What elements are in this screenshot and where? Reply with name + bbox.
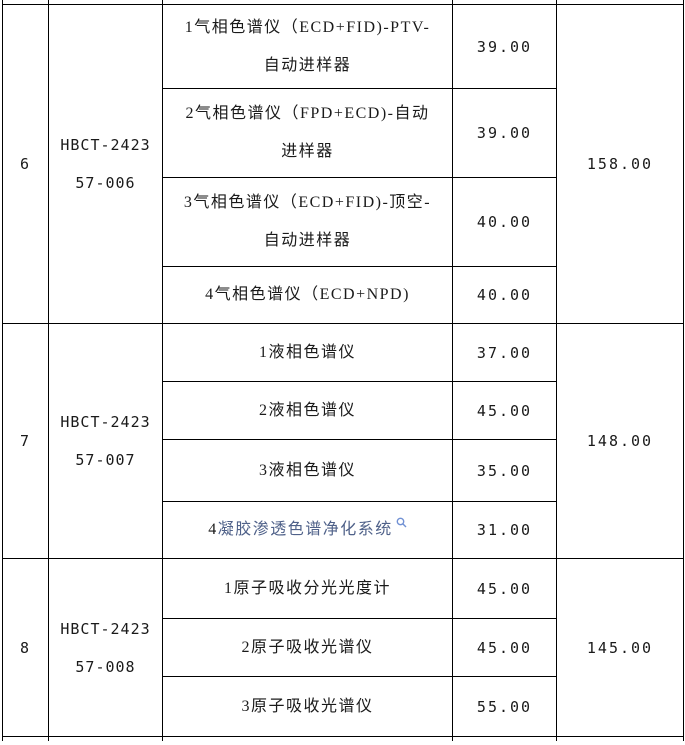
item-value-cell: 45.00: [452, 381, 557, 440]
item-name-cell: 2气相色谱仪（FPD+ECD)-自动进样器: [162, 88, 453, 178]
project-code-line2: 57-007: [75, 451, 136, 469]
row-total-cell: 145.00: [556, 558, 684, 737]
item-value-cell: 45.00: [452, 558, 557, 619]
item-value-cell: 37.00: [452, 323, 557, 382]
table-row: 7 HBCT-2423 57-007 1液相色谱仪 37.00 148.00: [2, 323, 684, 559]
item-value-cell: 55.00: [452, 676, 557, 737]
project-code-line1: HBCT-2423: [60, 136, 151, 154]
item-name-cell: 1气相色谱仪（ECD+FID)-PTV-自动进样器: [162, 4, 453, 89]
item-name-cell: 3液相色谱仪: [162, 439, 453, 502]
row-number-cell: 8: [2, 558, 49, 737]
empty-cell: [2, 736, 49, 741]
row-number-cell: 7: [2, 323, 49, 559]
item-name-cell: 4气相色谱仪（ECD+NPD): [162, 266, 453, 324]
project-code-cell: HBCT-2423 57-006: [48, 4, 163, 324]
item-name-cell: 3原子吸收光谱仪: [162, 676, 453, 737]
table-row: 3原子吸收光谱仪 55.00: [3, 676, 684, 737]
table-row: 4凝胶渗透色谱净化系统 31.00: [3, 501, 684, 559]
item-value-cell: 45.00: [452, 618, 557, 677]
item-name-cell: 1液相色谱仪: [162, 323, 453, 382]
empty-cell: [48, 736, 163, 741]
empty-cell: [162, 736, 453, 741]
table-row: 8 HBCT-2423 57-008 1原子吸收分光光度计 45.00 145.…: [2, 558, 684, 737]
project-code-line2: 57-008: [75, 657, 136, 676]
table-row: 2原子吸收光谱仪 45.00: [3, 618, 684, 677]
item-value-cell: 31.00: [452, 501, 557, 559]
row-number-cell: 6: [2, 4, 49, 324]
table-row: 6 HBCT-2423 57-006 1气相色谱仪（ECD+FID)-PTV-自…: [2, 4, 684, 324]
project-code-line1: HBCT-2423: [60, 619, 151, 638]
item-value-cell: 39.00: [452, 88, 557, 178]
search-icon[interactable]: [396, 517, 407, 528]
empty-cell: [556, 736, 684, 741]
item-value-cell: 40.00: [452, 266, 557, 324]
item-name-cell: 3气相色谱仪（ECD+FID)-顶空-自动进样器: [162, 177, 453, 267]
table-row: 4气相色谱仪（ECD+NPD) 40.00: [3, 266, 684, 324]
table-row: [2, 736, 684, 741]
item-value-cell: 35.00: [452, 439, 557, 502]
table-row: 3气相色谱仪（ECD+FID)-顶空-自动进样器 40.00: [3, 177, 684, 267]
project-code-cell: HBCT-2423 57-008: [48, 558, 163, 737]
item-name-cell: 1原子吸收分光光度计: [162, 558, 453, 619]
table-row: 2气相色谱仪（FPD+ECD)-自动进样器 39.00: [3, 88, 684, 178]
table-row: 3液相色谱仪 35.00: [3, 439, 684, 502]
item-name-cell: 2原子吸收光谱仪: [162, 618, 453, 677]
item-link[interactable]: 凝胶渗透色谱净化系统: [217, 521, 393, 538]
project-code-line1: HBCT-2423: [60, 413, 151, 431]
item-number-prefix: 4: [208, 521, 218, 538]
item-name-cell: 4凝胶渗透色谱净化系统: [162, 501, 453, 559]
row-total-cell: 158.00: [556, 4, 684, 324]
project-code-cell: HBCT-2423 57-007: [48, 323, 163, 559]
item-name-cell: 2液相色谱仪: [162, 381, 453, 440]
item-value-cell: 40.00: [452, 177, 557, 267]
row-total-cell: 148.00: [556, 323, 684, 559]
empty-cell: [452, 736, 557, 741]
item-value-cell: 39.00: [452, 4, 557, 89]
project-code-line2: 57-006: [75, 174, 136, 192]
